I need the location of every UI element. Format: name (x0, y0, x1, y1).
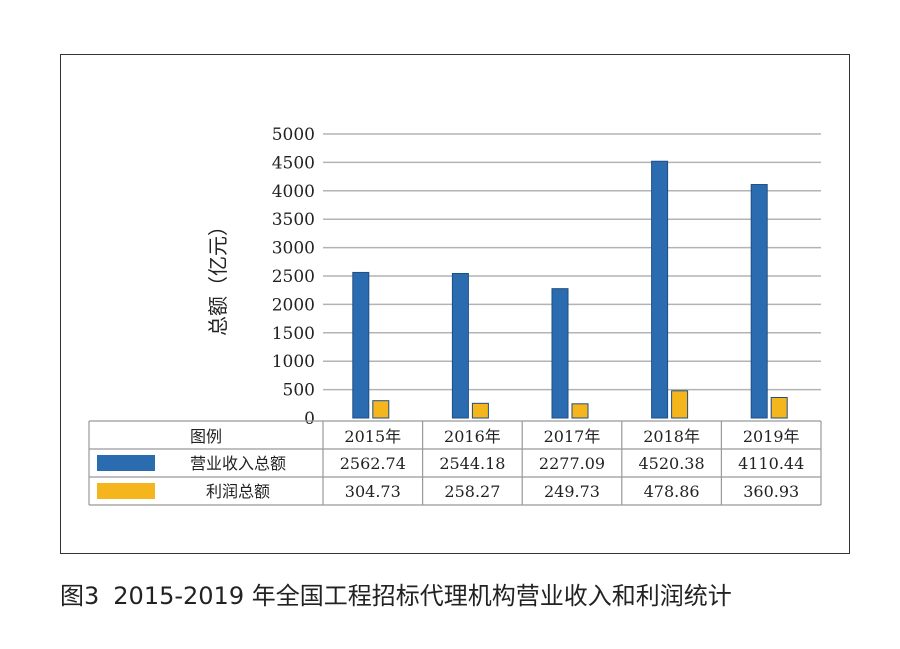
y-tick-label: 3500 (272, 210, 315, 230)
y-axis-label: 总额（亿元） (206, 216, 230, 336)
y-tick-label: 4500 (272, 153, 315, 173)
profit-bar (372, 400, 390, 419)
data-label: 4110.44 (738, 454, 804, 473)
revenue-bar (750, 184, 768, 419)
data-label: 304.73 (345, 482, 401, 501)
profit-bar (671, 390, 689, 419)
profit-bar (571, 403, 589, 419)
revenue-bar (451, 272, 469, 419)
legend-swatch (97, 483, 155, 499)
figure-number: 图3 (60, 582, 100, 610)
y-tick-label: 1500 (272, 324, 315, 344)
revenue-bar (551, 288, 569, 419)
category-label: 2018年 (643, 427, 700, 446)
y-tick-label: 1000 (272, 352, 315, 372)
y-tick-label: 500 (283, 381, 315, 401)
data-label: 2277.09 (539, 454, 605, 473)
figure-caption: 图3 2015-2019 年全国工程招标代理机构营业收入和利润统计 (60, 576, 746, 611)
data-label: 249.73 (544, 482, 600, 501)
y-tick-label: 2000 (272, 295, 315, 315)
y-tick-label: 3000 (272, 239, 315, 259)
y-tick-label: 2500 (272, 267, 315, 287)
profit-bar (770, 396, 788, 419)
series-name: 利润总额 (206, 482, 270, 501)
category-label: 2015年 (344, 427, 401, 446)
legend-swatch (97, 455, 155, 471)
revenue-bar (352, 271, 370, 419)
y-tick-label: 5000 (272, 125, 315, 145)
legend-header: 图例 (190, 427, 222, 446)
category-label: 2017年 (544, 427, 601, 446)
revenue-bar (651, 160, 669, 419)
profit-bar (471, 402, 489, 419)
data-label: 2562.74 (340, 454, 406, 473)
data-label: 4520.38 (639, 454, 705, 473)
category-label: 2016年 (444, 427, 501, 446)
category-label: 2019年 (743, 427, 800, 446)
chart-frame: 5000 4500 4000 3500 3000 2500 2000 1500 1000 500 0… (60, 54, 850, 554)
figure-title: 2015-2019 年全国工程招标代理机构营业收入和利润统计 (113, 582, 732, 610)
data-label: 258.27 (444, 482, 500, 501)
data-label: 2544.18 (439, 454, 505, 473)
data-label: 478.86 (644, 482, 700, 501)
series-name: 营业收入总额 (190, 454, 286, 473)
y-tick-label: 0 (304, 409, 315, 429)
bar-chart: 5000450040003500300025002000150010005000… (88, 125, 822, 506)
y-tick-label: 4000 (272, 182, 315, 202)
data-label: 360.93 (743, 482, 799, 501)
